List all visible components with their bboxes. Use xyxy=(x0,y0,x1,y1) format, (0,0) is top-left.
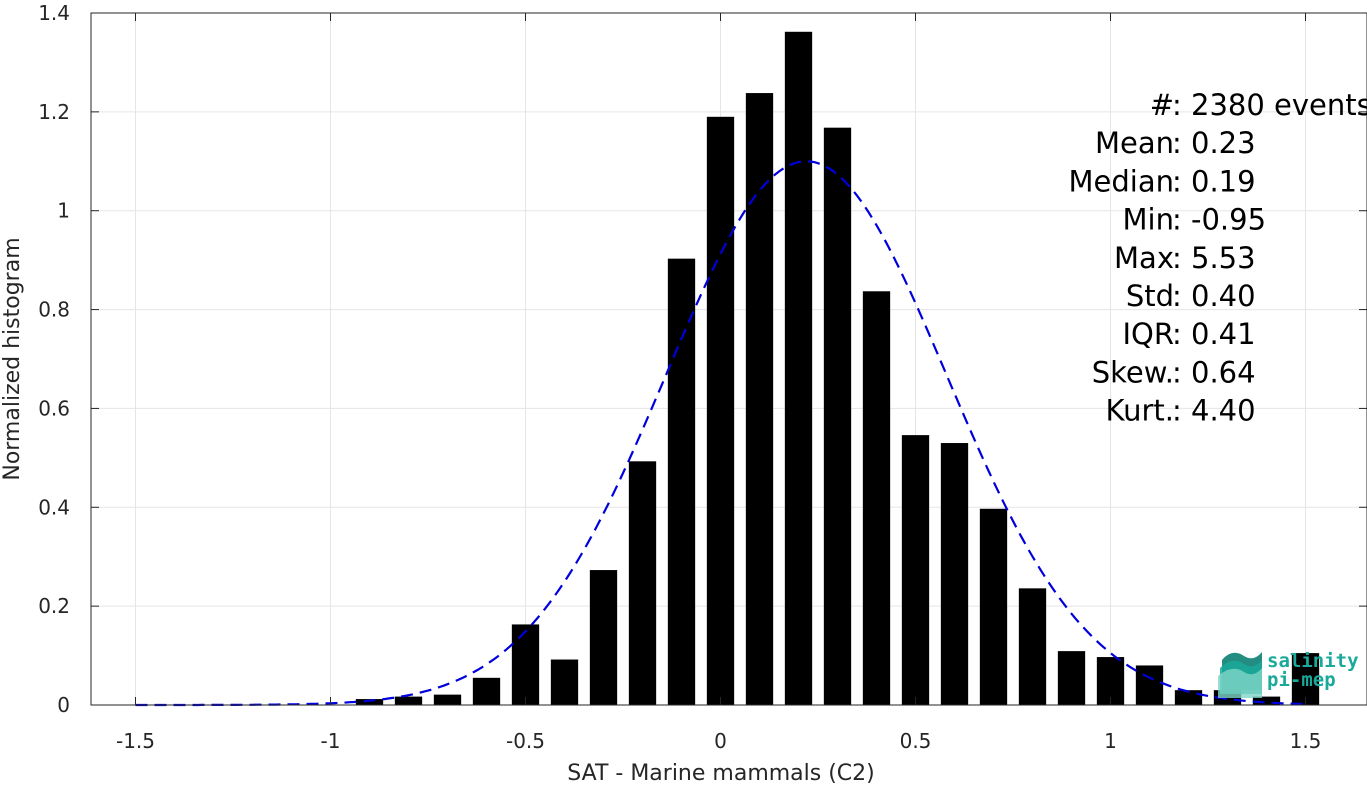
histogram-bar xyxy=(628,461,657,705)
histogram-bar xyxy=(667,258,696,705)
axes-frame xyxy=(90,12,1367,706)
stat-label: Skew. xyxy=(1092,355,1174,389)
stat-value: : 0.64 xyxy=(1172,355,1256,389)
stat-value: : 0.19 xyxy=(1172,164,1256,198)
histogram-bar xyxy=(862,291,891,705)
x-axis-label: SAT - Marine mammals (C2) xyxy=(567,761,875,785)
salinity-pimep-logo: salinity pi-mep xyxy=(1218,650,1359,698)
histogram-bar xyxy=(1057,651,1086,705)
y-axis-label: Normalized histogram xyxy=(0,237,25,480)
histogram-bar xyxy=(1174,690,1203,705)
histogram-bar xyxy=(550,659,579,705)
histogram-bar xyxy=(706,116,735,706)
histogram-bar xyxy=(472,677,501,705)
x-tick-label: 1 xyxy=(1104,729,1117,753)
x-tick-label: 0 xyxy=(714,729,727,753)
y-tick-label: 1.4 xyxy=(38,1,70,25)
histogram-bar xyxy=(1135,665,1164,705)
x-tick-label: -1 xyxy=(321,729,341,753)
y-tick-label: 0.2 xyxy=(38,594,70,618)
histogram-bars xyxy=(355,31,1320,706)
histogram-bar xyxy=(1291,653,1320,705)
y-tick-label: 0 xyxy=(57,693,70,717)
stat-label: Median xyxy=(1069,164,1174,198)
histogram-bar xyxy=(979,508,1008,705)
stat-value: : 4.40 xyxy=(1172,394,1256,428)
y-axis-ticks: 0 0.2 0.4 0.6 0.8 1 1.2 1.4 xyxy=(38,1,1367,717)
histogram-bar xyxy=(511,624,540,705)
histogram-bar xyxy=(589,570,618,705)
stat-label: Std xyxy=(1126,279,1174,313)
x-tick-label: 0.5 xyxy=(900,729,932,753)
histogram-bar xyxy=(1252,696,1281,705)
logo-line2: pi-mep xyxy=(1267,669,1336,691)
histogram-bar xyxy=(1018,588,1047,705)
stat-value: : 0.40 xyxy=(1172,279,1256,313)
stat-value: : 5.53 xyxy=(1172,241,1256,275)
histogram-bar xyxy=(901,435,930,705)
stat-value: : 2380 events xyxy=(1172,88,1367,122)
x-axis-ticks: -1.5 -1 -0.5 0 0.5 1 1.5 xyxy=(116,13,1321,753)
stat-label: Kurt. xyxy=(1106,394,1174,428)
stat-value: : -0.95 xyxy=(1172,203,1266,237)
y-tick-label: 0.8 xyxy=(38,298,70,322)
histogram-bar xyxy=(940,443,969,705)
x-tick-label: -1.5 xyxy=(116,729,155,753)
histogram-bar xyxy=(355,699,384,705)
y-tick-label: 0.4 xyxy=(38,495,70,519)
stat-label: Max xyxy=(1114,241,1174,275)
layered-wave-icon xyxy=(1218,652,1262,698)
stat-label: Mean xyxy=(1095,126,1174,160)
y-tick-label: 1.2 xyxy=(38,100,70,124)
stat-value: : 0.23 xyxy=(1172,126,1256,160)
stat-label: IQR xyxy=(1122,317,1174,351)
y-tick-label: 0.6 xyxy=(38,396,70,420)
x-tick-label: -0.5 xyxy=(506,729,545,753)
histogram-bar xyxy=(823,127,852,705)
histogram-bar xyxy=(394,696,423,705)
histogram-bar xyxy=(784,31,813,706)
logo-line1: salinity xyxy=(1267,650,1359,672)
y-tick-label: 1 xyxy=(57,199,70,223)
statistics-box: # : 2380 events Mean : 0.23 Median : 0.19 M… xyxy=(1069,88,1367,428)
stat-label: # xyxy=(1150,88,1174,122)
stat-value: : 0.41 xyxy=(1172,317,1256,351)
x-tick-label: 1.5 xyxy=(1290,729,1322,753)
histogram-bar xyxy=(433,694,462,705)
histogram-bar xyxy=(745,93,774,706)
stat-label: Min xyxy=(1123,203,1174,237)
